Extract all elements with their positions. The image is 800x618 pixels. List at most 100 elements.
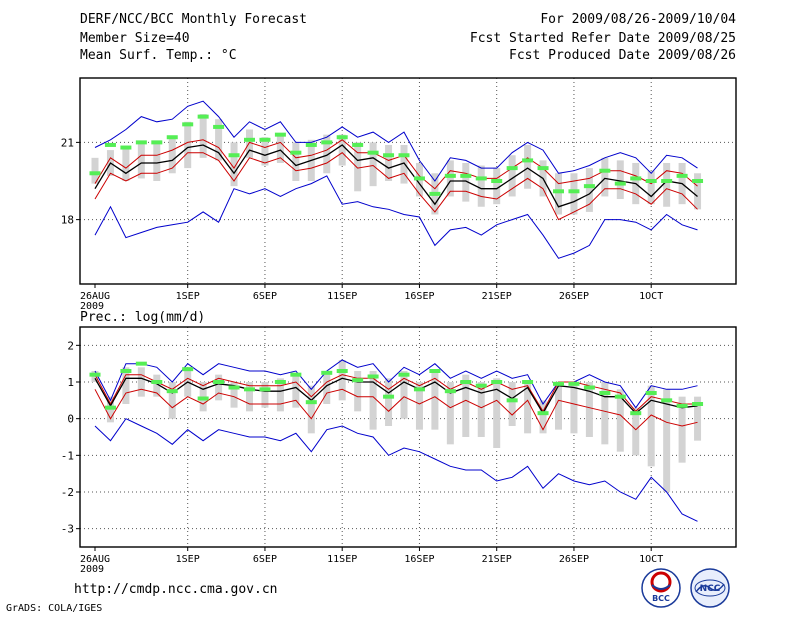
temp-median-marker xyxy=(614,181,626,186)
temp-spread-bar xyxy=(153,142,161,181)
temp-spread-bar xyxy=(385,144,393,181)
grads-credit: GrADS: COLA/IGES xyxy=(6,603,103,614)
prec-median-marker xyxy=(676,403,688,408)
temp-spread-bar xyxy=(477,165,485,207)
prec-spread-bar xyxy=(601,382,609,445)
temp-spread-bar xyxy=(369,142,377,187)
temp-max-line xyxy=(94,100,698,182)
prec-spread-bar xyxy=(663,389,671,492)
temp-median-marker xyxy=(583,184,595,189)
prec-spread-bar xyxy=(168,382,176,419)
prec-ytick-label: 1 xyxy=(67,376,74,389)
temp-median-marker xyxy=(630,176,642,181)
prec-spread-bar xyxy=(431,371,439,430)
temp-spread-bar xyxy=(215,119,223,161)
prec-median-marker xyxy=(104,405,116,410)
temp-lower-line xyxy=(94,152,698,221)
temp-median-marker xyxy=(475,176,487,181)
temp-median-marker xyxy=(305,142,317,147)
prec-xtick-label: 2009 xyxy=(80,564,104,575)
temp-median-marker xyxy=(166,135,178,140)
prec-spread-bar xyxy=(369,371,377,430)
prec-xtick-label: 16SEP xyxy=(404,554,434,565)
prec-median-marker xyxy=(506,398,518,403)
prec-spread-bar xyxy=(446,382,454,445)
prec-spread-bar xyxy=(153,374,161,397)
prec-ytick-label: -2 xyxy=(61,486,74,499)
prec-median-marker xyxy=(383,394,395,399)
prec-median-marker xyxy=(336,369,348,373)
prec-spread-bar xyxy=(632,407,640,456)
prec-spread-bar xyxy=(122,367,130,404)
ncc-logo-text: NCC xyxy=(700,584,721,594)
prec-spread-bar xyxy=(261,382,269,408)
prec-median-marker xyxy=(522,380,534,384)
source-url[interactable]: http://cmdp.ncc.cma.gov.cn xyxy=(74,582,278,597)
refer-date: Fcst Started Refer Date 2009/08/25 xyxy=(469,31,736,46)
logos: BCC NCC xyxy=(641,568,730,608)
prec-spread-bar xyxy=(493,378,501,448)
temp-median-marker xyxy=(506,166,518,171)
prec-ytick-label: -3 xyxy=(61,523,74,536)
temp-spread-bar xyxy=(168,137,176,174)
temp-spread-bar xyxy=(246,129,253,158)
temp-spread-bar xyxy=(230,142,238,187)
temp-median-marker xyxy=(661,179,673,183)
forecast-range: For 2009/08/26-2009/10/04 xyxy=(540,12,736,27)
prec-median-marker xyxy=(305,400,317,405)
temp-spread-bar xyxy=(493,168,501,205)
prec-median-marker xyxy=(413,387,425,392)
temp-spread-bar xyxy=(261,137,269,166)
temp-ytick-label: 21 xyxy=(61,136,74,149)
temp-median-marker xyxy=(383,153,395,158)
prec-median-marker xyxy=(182,367,194,372)
prec-xtick-label: 11SEP xyxy=(327,554,357,565)
temp-median-marker xyxy=(429,191,441,196)
temp-spread-bar xyxy=(122,147,130,181)
temp-median-marker xyxy=(352,142,364,147)
prec-spread-bar xyxy=(354,371,362,412)
temp-spread-bar xyxy=(601,157,609,197)
chart-title: DERF/NCC/BCC Monthly Forecast xyxy=(80,12,307,27)
prec-median-marker xyxy=(213,380,225,384)
variable-label: Mean Surf. Temp.: °C xyxy=(80,48,237,63)
temp-xtick-label: 21SEP xyxy=(482,291,512,302)
prec-median-marker xyxy=(444,389,456,394)
prec-median-marker xyxy=(259,387,271,392)
prec-ytick-label: -1 xyxy=(61,449,74,462)
temp-xtick-label: 6SEP xyxy=(253,291,277,302)
prec-median-marker xyxy=(89,372,101,377)
prec-median-marker xyxy=(228,385,240,390)
prec-spread-bar xyxy=(246,382,253,412)
temp-spread-bar xyxy=(91,157,99,184)
prec-median-marker xyxy=(151,380,163,384)
prec-median-marker xyxy=(460,380,472,384)
produced-date: Fcst Produced Date 2009/08/26 xyxy=(509,48,736,63)
temp-median-marker xyxy=(182,122,194,127)
temp-spread-bar xyxy=(276,134,284,163)
prec-median-marker xyxy=(367,374,379,379)
prec-spread-bar xyxy=(508,382,516,426)
temp-xtick-label: 2009 xyxy=(80,301,104,312)
prec-spread-bar xyxy=(462,374,470,437)
prec-spread-bar xyxy=(215,374,223,401)
prec-median-marker xyxy=(274,380,286,384)
prec-median-marker xyxy=(120,369,132,373)
prec-median-marker xyxy=(630,411,642,416)
prec-spread-bar xyxy=(694,396,702,441)
temp-median-marker xyxy=(321,140,333,145)
prec-median-marker xyxy=(321,370,333,375)
temp-median-marker xyxy=(104,142,116,147)
prec-median-marker xyxy=(475,383,487,388)
temp-xtick-label: 1OCT xyxy=(639,291,663,302)
temp-spread-bar xyxy=(400,144,408,184)
prec-spread-bar xyxy=(415,382,423,430)
prec-frame xyxy=(79,326,737,548)
temp-median-marker xyxy=(692,179,704,183)
prec-spread-bar xyxy=(276,378,284,412)
temp-median-marker xyxy=(522,158,534,163)
temp-median-marker xyxy=(244,137,255,142)
prec-median-marker xyxy=(166,389,178,394)
temp-mean-line xyxy=(94,144,698,208)
